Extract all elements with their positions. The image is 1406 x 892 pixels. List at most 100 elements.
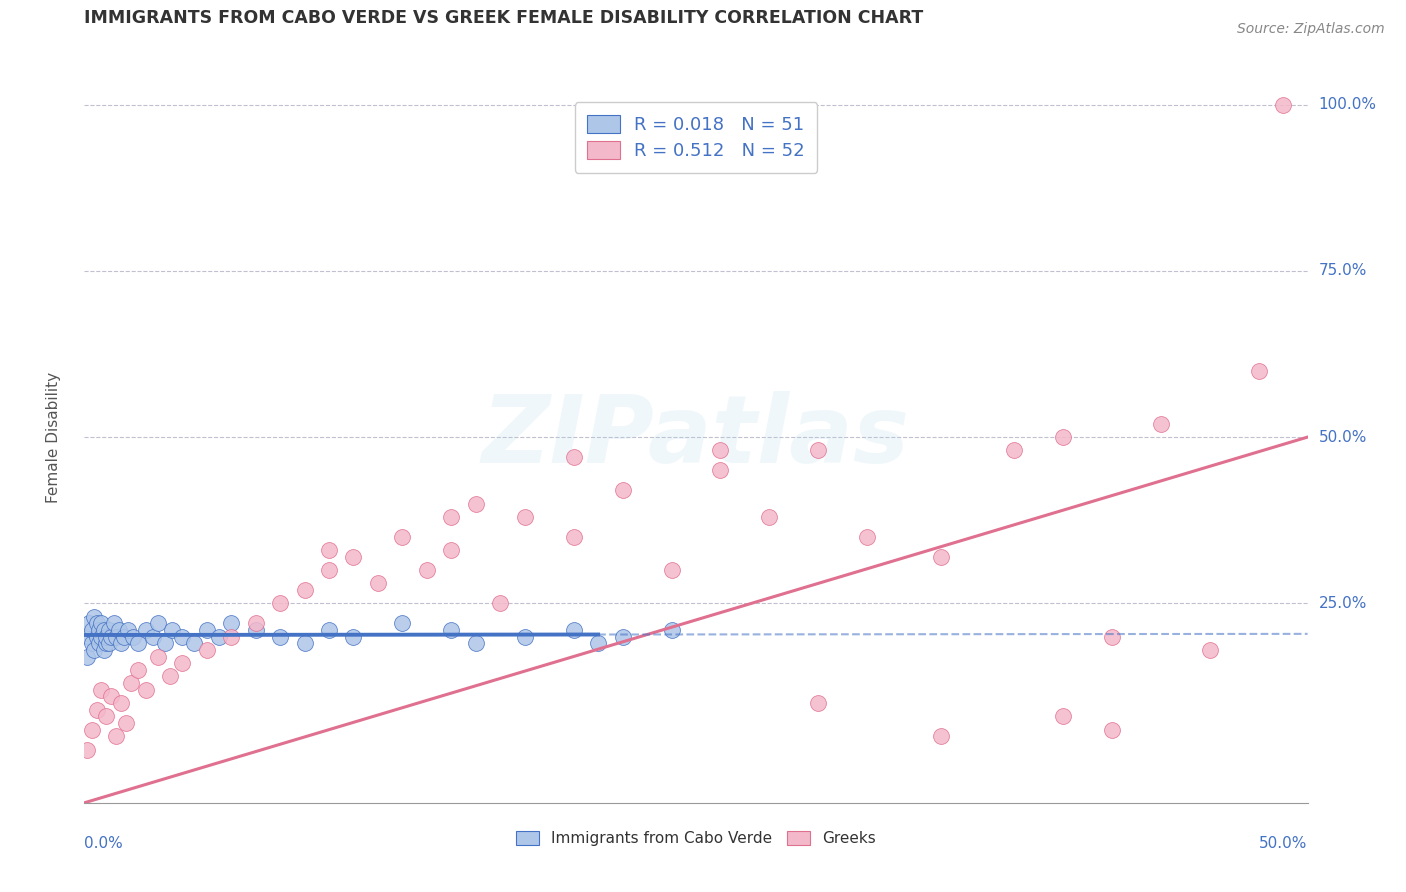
Point (172, 630, 194, 644)
Point (142, 630, 165, 644)
Point (87, 636, 110, 650)
Point (294, 636, 316, 650)
Point (146, 649, 169, 664)
Point (135, 623, 157, 637)
Point (93, 643, 115, 657)
Point (269, 630, 291, 644)
Point (1247, 363, 1270, 377)
Point (110, 696, 132, 710)
Point (105, 630, 128, 644)
Text: 100.0%: 100.0% (1319, 97, 1376, 112)
Point (76, 742, 98, 756)
Point (159, 669, 181, 683)
Point (562, 623, 585, 637)
Point (87, 623, 110, 637)
Point (1198, 643, 1220, 657)
Point (146, 616, 169, 631)
Point (342, 549, 364, 564)
Point (86, 703, 108, 717)
Point (1101, 630, 1123, 644)
Point (86, 616, 108, 631)
Point (80, 636, 103, 650)
Point (245, 616, 267, 631)
Point (86, 630, 108, 644)
Point (1002, 443, 1025, 458)
Text: 50.0%: 50.0% (1260, 836, 1308, 851)
Point (105, 729, 128, 743)
Point (162, 623, 184, 637)
Point (93, 623, 115, 637)
Point (709, 443, 731, 458)
Point (103, 616, 125, 631)
Point (416, 563, 439, 577)
Text: IMMIGRANTS FROM CABO VERDE VS GREEK FEMALE DISABILITY CORRELATION CHART: IMMIGRANTS FROM CABO VERDE VS GREEK FEMA… (84, 10, 924, 28)
Point (562, 530, 585, 544)
Point (135, 682, 157, 697)
Point (122, 630, 145, 644)
Point (318, 543, 340, 558)
Point (856, 530, 879, 544)
Text: 0.0%: 0.0% (84, 836, 124, 851)
Point (440, 623, 463, 637)
Point (127, 636, 149, 650)
Point (513, 630, 536, 644)
Point (183, 636, 205, 650)
Text: 50.0%: 50.0% (1319, 430, 1367, 444)
Point (100, 630, 122, 644)
Point (1101, 723, 1123, 737)
Point (107, 623, 129, 637)
Point (440, 509, 463, 524)
Point (195, 623, 218, 637)
Point (76, 649, 98, 664)
Point (464, 636, 486, 650)
Point (562, 450, 585, 464)
Point (513, 509, 536, 524)
Point (661, 563, 683, 577)
Point (1052, 709, 1074, 723)
Point (1052, 430, 1074, 444)
Point (612, 630, 634, 644)
Point (97, 623, 120, 637)
Point (440, 543, 463, 558)
Point (208, 630, 231, 644)
Point (90, 682, 112, 697)
Point (586, 636, 609, 650)
Point (120, 676, 142, 690)
Point (464, 497, 486, 511)
Point (1272, 97, 1295, 112)
Text: Female Disability: Female Disability (46, 371, 62, 503)
Point (100, 690, 122, 704)
Point (90, 616, 112, 631)
Point (117, 623, 139, 637)
Point (90, 630, 112, 644)
Text: Source: ZipAtlas.com: Source: ZipAtlas.com (1237, 22, 1385, 37)
Point (294, 582, 316, 597)
Point (77, 630, 100, 644)
Point (219, 630, 242, 644)
Text: 75.0%: 75.0% (1319, 263, 1367, 278)
Point (661, 623, 683, 637)
Text: ZIPatlas: ZIPatlas (482, 391, 910, 483)
Point (758, 509, 780, 524)
Point (318, 563, 340, 577)
Point (153, 636, 176, 650)
Point (195, 643, 218, 657)
Point (172, 656, 194, 670)
Point (929, 549, 952, 564)
Point (80, 623, 103, 637)
Point (112, 630, 135, 644)
Point (807, 696, 830, 710)
Point (115, 716, 138, 731)
Point (77, 616, 100, 631)
Point (96, 709, 118, 723)
Point (269, 596, 291, 610)
Point (245, 623, 267, 637)
Point (1150, 417, 1173, 431)
Point (219, 616, 242, 631)
Point (489, 596, 512, 610)
Point (391, 616, 413, 631)
Point (367, 576, 389, 591)
Point (80, 723, 103, 737)
Point (96, 636, 118, 650)
Point (807, 443, 830, 458)
